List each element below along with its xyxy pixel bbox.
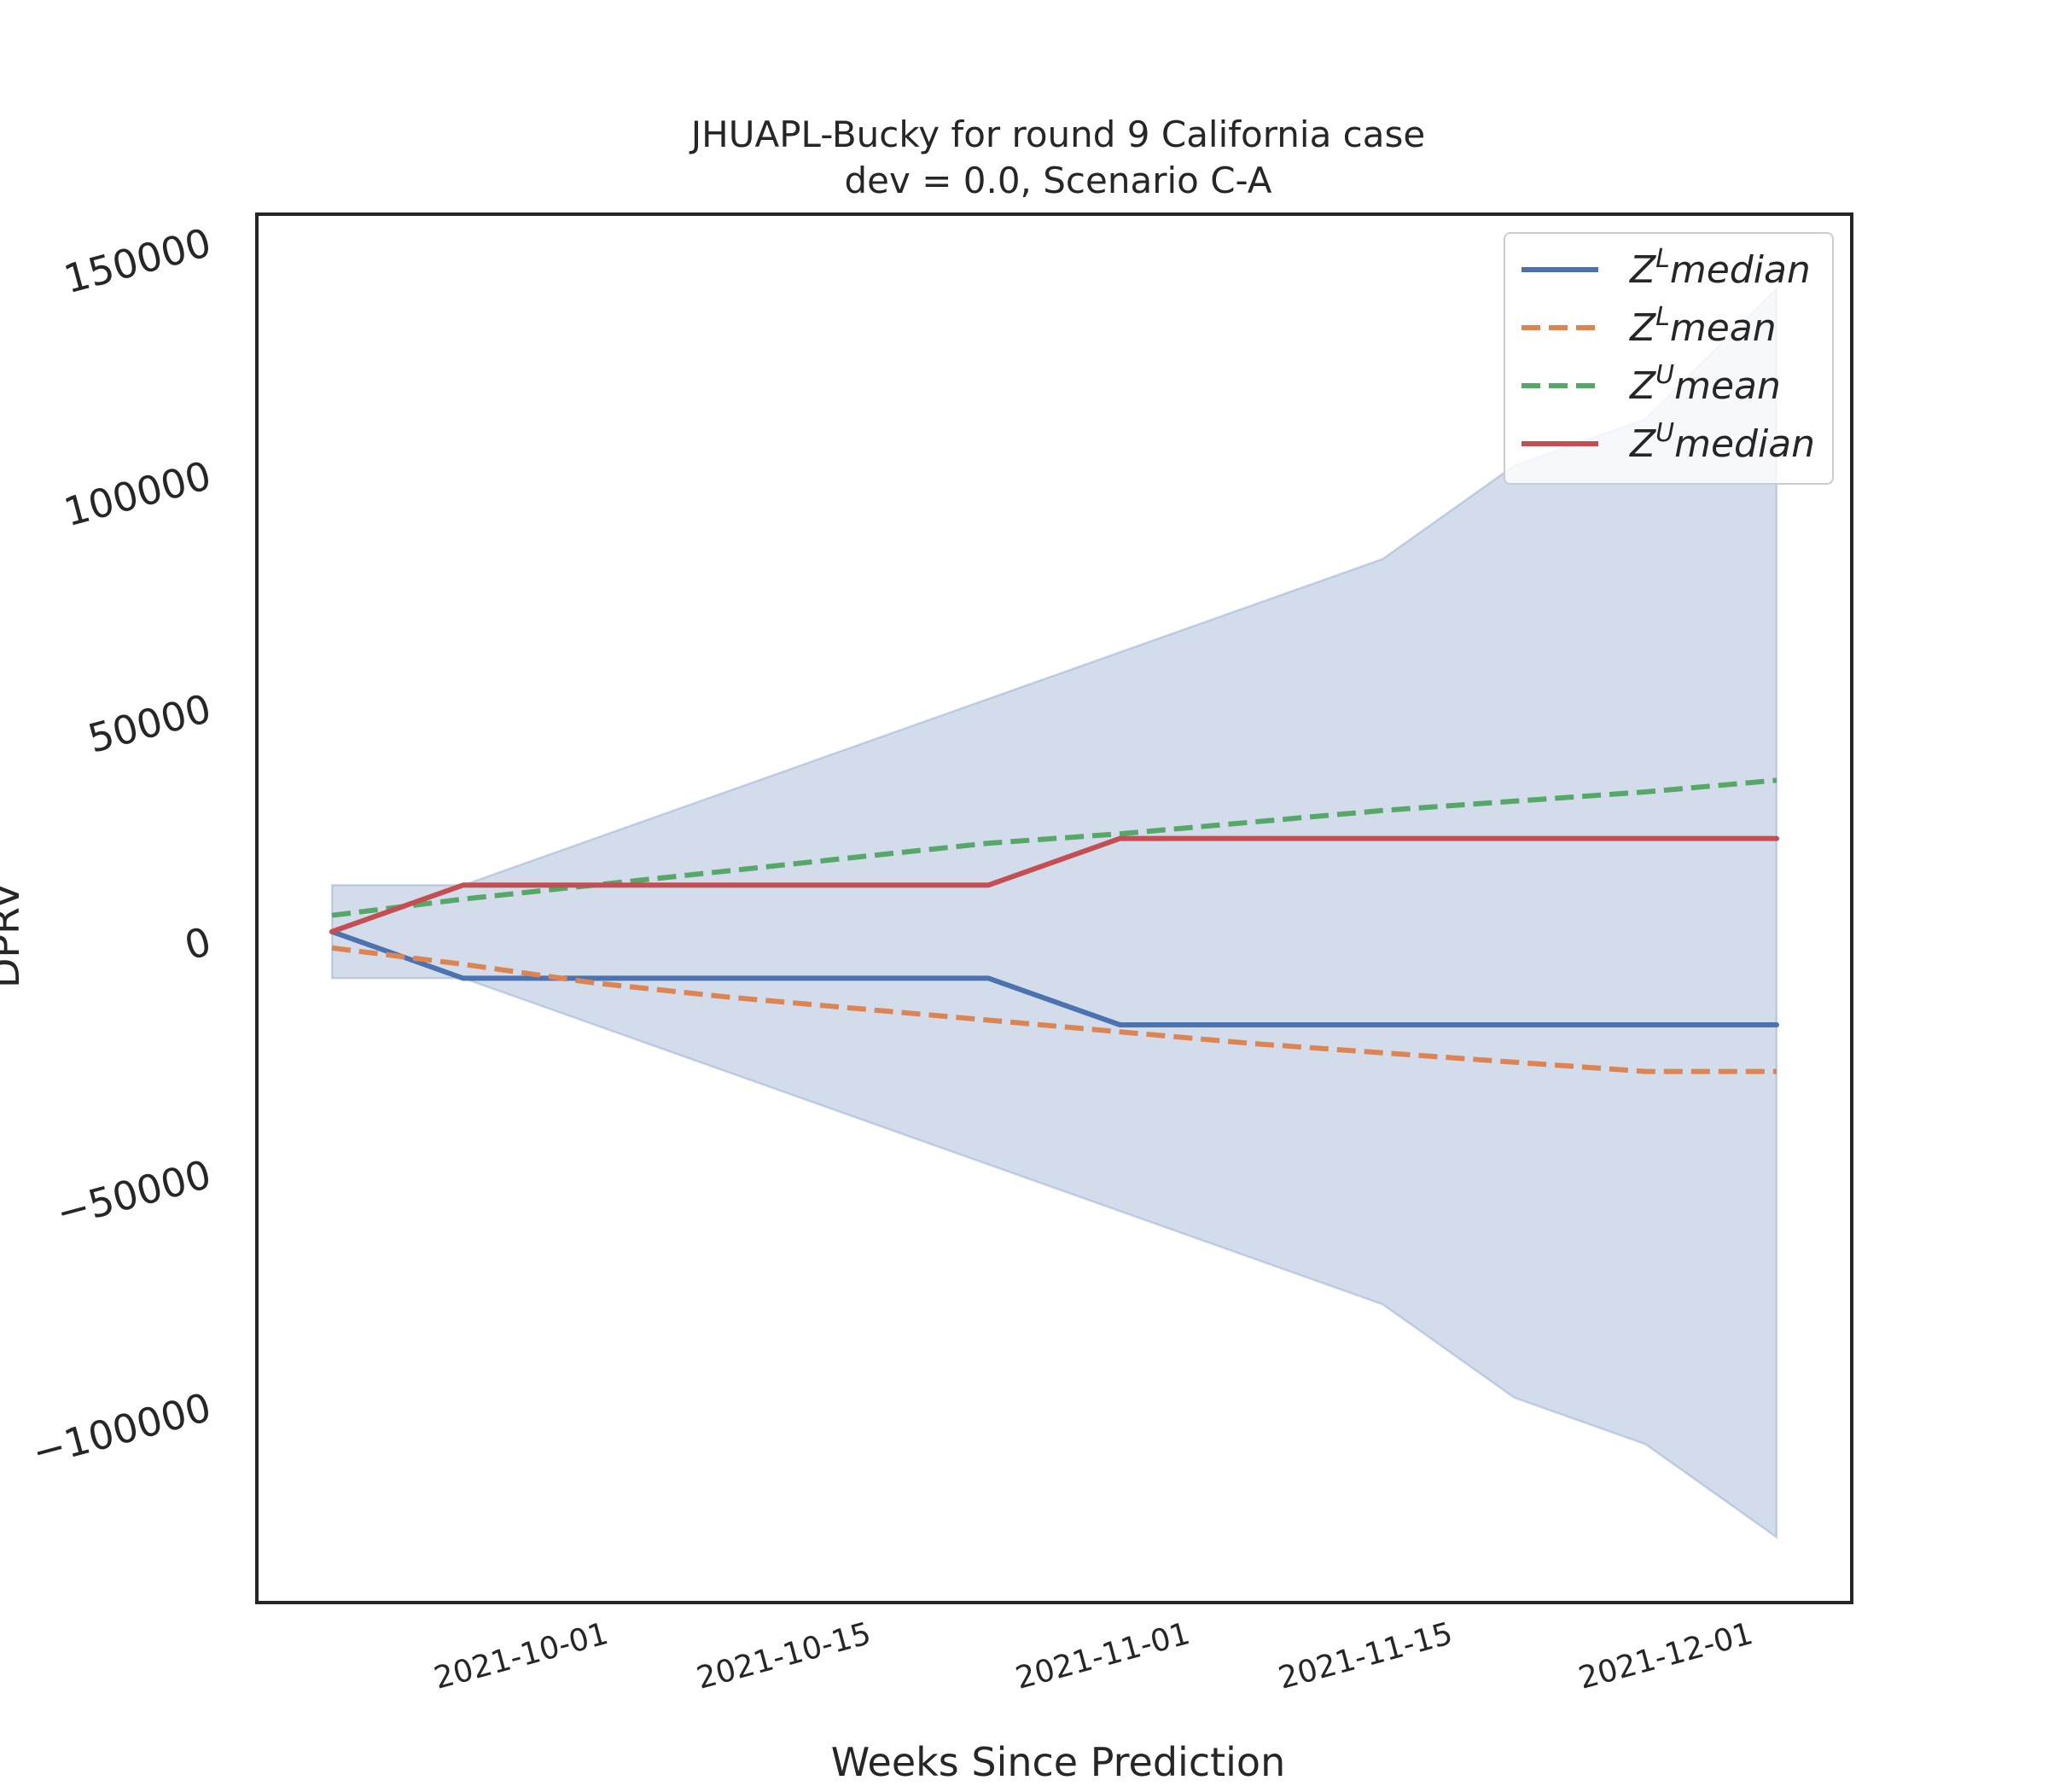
y-tick-label: 150000 [59,219,216,303]
y-axis-ticks: −100000 −50000 0 50000 100000 150000 [27,219,216,1475]
chart-title: JHUAPL-Bucky for round 9 California case [689,113,1425,155]
confidence-band [330,286,1778,1540]
plot-frame [255,212,1853,1604]
y-tick-label: 0 [180,918,216,969]
legend-entry-mean-l: ZLmean [1629,302,1777,350]
series-line-median-u [329,835,1779,934]
legend-frame [1504,232,1834,485]
series-line-median-l [329,928,1779,1027]
y-axis-label: DPRV [0,881,28,988]
y-tick-label: −100000 [27,1384,216,1476]
chart-title-group: JHUAPL-Bucky for round 9 California case… [689,113,1425,201]
x-axis-label: Weeks Since Prediction [831,1739,1285,1785]
series-line-mean-l [331,945,1777,1074]
legend-entry-median-u: ZUmedian [1629,418,1815,466]
legend-entry-mean-u: ZUmean [1629,360,1781,408]
x-tick-label: 2021-12-01 [1575,1616,1757,1696]
series-line-mean-u [331,777,1777,918]
legend: ZLmedian ZLmean ZUmean ZUmedian [1504,232,1834,485]
y-tick-label: −50000 [51,1151,216,1236]
x-tick-label: 2021-11-15 [1275,1616,1457,1696]
y-tick-label: 50000 [84,685,216,762]
chart-subtitle: dev = 0.0, Scenario C-A [845,160,1272,201]
x-tick-label: 2021-10-15 [693,1616,875,1696]
x-tick-label: 2021-11-01 [1012,1616,1194,1696]
legend-entry-median-l: ZLmedian [1629,244,1811,292]
x-axis-ticks: 2021-10-01 2021-10-15 2021-11-01 2021-11-15… [430,1616,1756,1696]
y-tick-label: 100000 [59,452,216,536]
x-tick-label: 2021-10-01 [430,1616,612,1696]
plot-area [255,212,1853,1604]
